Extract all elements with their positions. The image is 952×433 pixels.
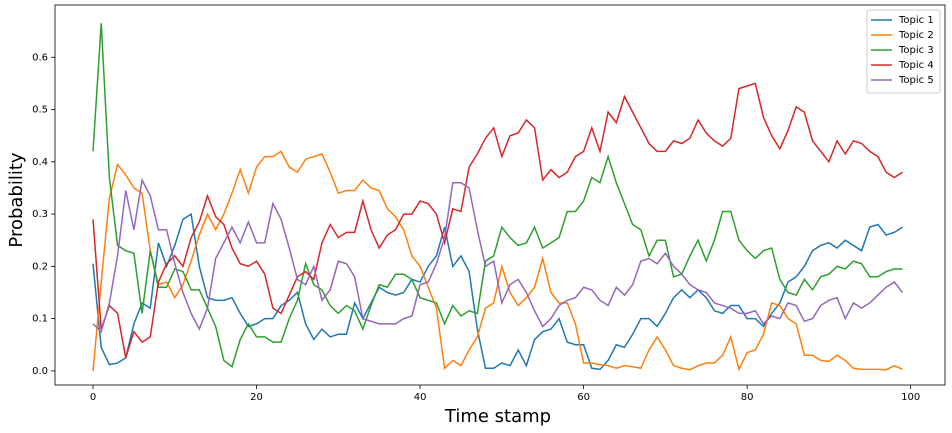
legend-label: Topic 4	[898, 60, 934, 71]
x-tick-label: 60	[577, 392, 590, 403]
x-tick-label: 40	[414, 392, 427, 403]
y-tick-label: 0.6	[32, 52, 48, 63]
x-tick-label: 80	[741, 392, 754, 403]
legend-label: Topic 1	[898, 15, 934, 26]
y-tick-label: 0.2	[32, 261, 48, 272]
y-tick-label: 0.3	[32, 209, 48, 220]
x-axis-label: Time stamp	[444, 406, 551, 427]
y-tick-label: 0.5	[32, 105, 48, 116]
series-line	[92, 177, 904, 334]
x-tick-label: 0	[90, 392, 96, 403]
y-tick-label: 0.4	[32, 157, 48, 168]
legend-label: Topic 2	[898, 30, 934, 41]
legend-label: Topic 5	[898, 75, 934, 86]
legend-box	[866, 9, 941, 94]
y-axis-label: Probability	[6, 152, 27, 247]
series-line	[92, 23, 903, 368]
plot-frame	[54, 4, 946, 386]
legend-label: Topic 3	[898, 45, 934, 56]
x-tick-label: 100	[901, 392, 920, 403]
y-tick-label: 0.1	[32, 314, 48, 325]
y-tick-label: 0.0	[32, 366, 48, 377]
x-tick-label: 20	[250, 392, 263, 403]
